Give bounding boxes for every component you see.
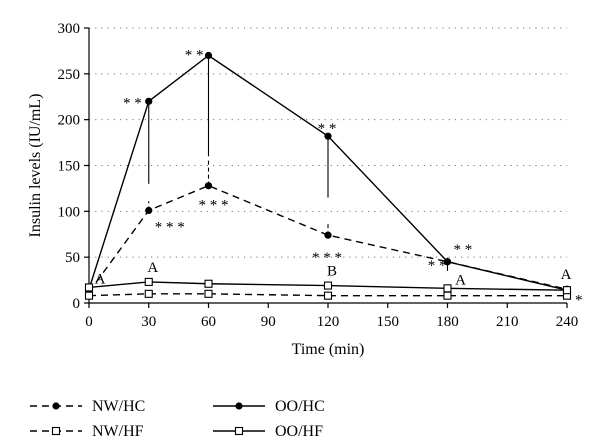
annotation-sig-oohc-t180: * * (428, 258, 447, 274)
y-axis-title: Insulin levels (IU/mL) (27, 94, 44, 238)
point-nw-hc-t30 (145, 206, 153, 215)
annotation-sig-nwhc-t120: * * * (312, 250, 342, 266)
point-nw-hc-t60 (204, 182, 213, 190)
annotation-sig-nwhf-t240: * (575, 293, 583, 309)
annotation-a-t30: A (147, 260, 158, 276)
point-nw-hf-t60 (204, 289, 213, 298)
series-line-oo-hf (88, 281, 568, 291)
legend-label-nw-hf: NW/HF (92, 423, 144, 440)
x-tick-label-240: 240 (556, 314, 579, 330)
annotation-sig-oohc-t30: * * (123, 95, 142, 111)
x-tick-label-120: 120 (317, 314, 340, 330)
y-tick-label-300: 300 (58, 21, 81, 37)
annotation-a-t0: A (95, 271, 106, 287)
x-tick-label-90: 90 (261, 314, 276, 330)
point-oo-hc-t60 (204, 51, 213, 60)
x-tick-label-60: 60 (201, 314, 216, 330)
point-oo-hf-t60 (204, 279, 213, 288)
legend-label-oo-hf: OO/HF (275, 423, 323, 440)
legend-item-oo-hc: OO/HC (213, 398, 325, 415)
point-oo-hc-t120 (324, 132, 332, 140)
annotations: A A B A A * * * * * * * * * * * * * * * * * * * * (95, 48, 583, 309)
x-tick-label-30: 30 (141, 314, 156, 330)
legend-marker-nw-hf (51, 426, 61, 436)
x-tick-label-210: 210 (496, 314, 519, 330)
y-tick-label-150: 150 (58, 159, 81, 175)
point-oo-hf-t120 (323, 281, 333, 290)
annotation-sig-oohc-t120: * * (318, 121, 337, 137)
annotation-sig-nwhc-t60: * * * (199, 198, 229, 214)
legend-label-oo-hc: OO/HC (275, 398, 325, 415)
legend-item-nw-hf: NW/HF (30, 423, 144, 440)
y-tick-label-100: 100 (58, 204, 81, 220)
point-oo-hf-t240 (562, 286, 572, 295)
annotation-sig-nwhc-t30: * * * (155, 219, 185, 235)
legend-label-nw-hc: NW/HC (92, 398, 145, 415)
y-tick-label-50: 50 (65, 250, 80, 266)
point-oo-hf-t0 (84, 283, 94, 292)
point-oo-hf-t30 (144, 277, 153, 286)
x-tick-label-0: 0 (85, 314, 93, 330)
legend-marker-nw-hc (52, 402, 60, 410)
x-tick-label-150: 150 (377, 314, 400, 330)
annotation-sig-nwhc-t180: * * (454, 242, 473, 258)
series-line-oo-hc (88, 54, 568, 291)
series-oo-hf (84, 277, 572, 295)
point-oo-hf-t180 (443, 284, 452, 293)
axis-ticks: 0 50 100 150 200 250 300 0 30 60 90 120 150 180 210 240 (58, 21, 579, 330)
y-tick-label-250: 250 (58, 67, 81, 83)
legend-item-nw-hc: NW/HC (30, 398, 145, 415)
legend-item-oo-hf: OO/HF (213, 423, 323, 440)
annotation-sig-oohc-t60: * * (185, 48, 204, 64)
annotation-b-t120: B (327, 264, 337, 280)
annotation-a-t240: A (561, 267, 572, 283)
x-axis-title: Time (min) (292, 341, 365, 358)
point-oo-hc-t180 (443, 258, 452, 266)
data-series (84, 51, 572, 300)
series-nw-hf (84, 289, 572, 300)
point-nw-hf-t30 (144, 289, 153, 298)
point-nw-hf-t120 (323, 291, 333, 300)
point-nw-hc-t120 (324, 231, 332, 239)
y-tick-label-0: 0 (73, 296, 81, 312)
x-tick-label-180: 180 (436, 314, 459, 330)
series-line-nw-hf (88, 293, 567, 297)
point-nw-hf-t0 (84, 291, 94, 300)
legend: NW/HC OO/HC NW/HF OO/HF (30, 398, 325, 440)
y-tick-label-200: 200 (58, 113, 81, 129)
legend-marker-oo-hf (234, 426, 244, 436)
annotation-a-t180: A (455, 272, 466, 288)
point-oo-hc-t30 (145, 97, 153, 105)
legend-marker-oo-hc (235, 402, 243, 410)
point-nw-hf-t180 (443, 291, 452, 300)
